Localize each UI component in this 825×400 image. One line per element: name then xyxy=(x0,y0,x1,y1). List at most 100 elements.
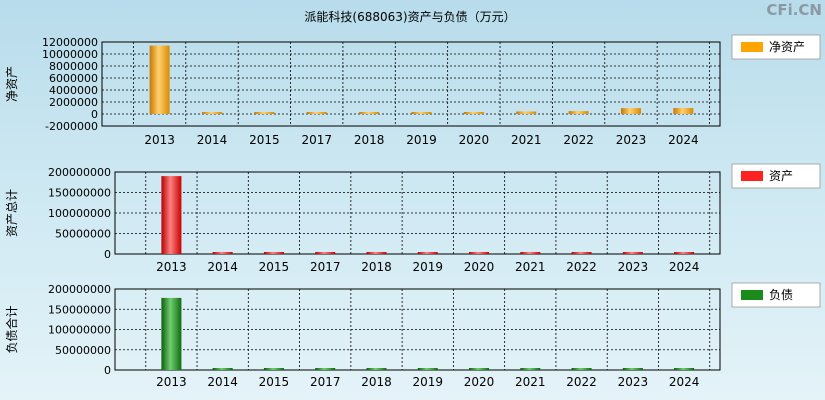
bar-2017 xyxy=(315,368,336,370)
x-tick-label: 2021 xyxy=(511,133,542,147)
bar-2018 xyxy=(366,252,387,254)
y-tick-label: 200000000 xyxy=(48,283,111,296)
chart-panel-3: 200000000 150000000 100000000 50000000 0 2013… xyxy=(4,282,821,389)
y-tick-label: 2000000 xyxy=(49,96,98,109)
bar-2019 xyxy=(417,252,438,254)
x-tick-label: 2018 xyxy=(361,375,392,389)
y-tick-label: 200000000 xyxy=(48,166,111,179)
legend-swatch xyxy=(741,42,763,52)
x-tick-label: 2013 xyxy=(156,375,187,389)
bar-2014 xyxy=(201,112,222,114)
y-axis-label: 净资产 xyxy=(5,66,19,102)
bar-2013 xyxy=(161,297,182,370)
x-tick-label: 2020 xyxy=(464,375,495,389)
bar-2024 xyxy=(673,108,694,114)
chart-panel-2: 200000000 150000000 100000000 50000000 0 2013… xyxy=(5,163,821,274)
bar-2022 xyxy=(571,368,592,370)
x-tick-label: 2019 xyxy=(406,133,437,147)
bar-2021 xyxy=(520,252,541,254)
legend-label: 资产 xyxy=(769,169,793,183)
bar-2017 xyxy=(306,112,327,114)
y-axis-label: 资产总计 xyxy=(5,189,19,237)
x-tick-label: 2020 xyxy=(464,260,495,274)
y-axis-label: 负债合计 xyxy=(4,305,19,353)
y-tick-label: 10000000 xyxy=(42,48,98,61)
x-tick-label: 2021 xyxy=(515,375,546,389)
x-tick-label: 2019 xyxy=(412,260,443,274)
y-tick-label: 150000000 xyxy=(48,187,111,200)
legend-label: 净资产 xyxy=(769,40,805,54)
x-tick-label: 2014 xyxy=(207,375,238,389)
x-tick-label: 2018 xyxy=(361,260,392,274)
chart-panel-1: 1200000010000000800000060000004000000200… xyxy=(5,34,821,147)
x-tick-label: 2022 xyxy=(566,375,597,389)
x-tick-label: 2020 xyxy=(459,133,490,147)
bar-2014 xyxy=(212,252,233,254)
legend: 负债 xyxy=(731,282,821,308)
x-tick-label: 2018 xyxy=(354,133,385,147)
bar-2020 xyxy=(469,252,490,254)
legend: 资产 xyxy=(731,163,821,189)
bar-2020 xyxy=(469,368,490,370)
y-tick-label: 50000000 xyxy=(55,228,111,241)
x-tick-label: 2015 xyxy=(259,375,290,389)
bar-2023 xyxy=(622,252,643,254)
x-tick-label: 2019 xyxy=(412,375,443,389)
plot-frame xyxy=(101,41,721,127)
bar-2015 xyxy=(263,252,284,254)
x-tick-label: 2023 xyxy=(618,375,649,389)
x-tick-label: 2017 xyxy=(310,260,341,274)
y-tick-label: 0 xyxy=(104,364,111,377)
bar-2015 xyxy=(254,112,275,114)
y-tick-label: -2000000 xyxy=(45,120,98,133)
legend-label: 负债 xyxy=(769,288,793,302)
x-tick-label: 2024 xyxy=(669,260,700,274)
y-tick-label: 8000000 xyxy=(49,60,98,73)
bar-2021 xyxy=(516,111,537,114)
plot-frame xyxy=(114,288,721,371)
bar-2019 xyxy=(411,112,432,114)
bar-2023 xyxy=(620,108,641,114)
x-tick-label: 2022 xyxy=(566,260,597,274)
x-tick-label: 2022 xyxy=(563,133,594,147)
y-tick-label: 100000000 xyxy=(48,324,111,337)
x-tick-label: 2013 xyxy=(156,260,187,274)
bar-2024 xyxy=(674,368,695,370)
x-tick-label: 2024 xyxy=(669,375,700,389)
bar-2018 xyxy=(366,368,387,370)
y-tick-label: 0 xyxy=(104,248,111,261)
x-tick-label: 2023 xyxy=(616,133,647,147)
x-tick-label: 2015 xyxy=(259,260,290,274)
bar-2018 xyxy=(359,112,380,114)
y-tick-label: 12000000 xyxy=(42,36,98,49)
watermark: CFi.CN xyxy=(766,1,822,19)
bar-2022 xyxy=(571,252,592,254)
bar-2022 xyxy=(568,111,589,114)
bar-2013 xyxy=(161,176,182,254)
x-tick-label: 2014 xyxy=(207,260,238,274)
y-tick-label: 50000000 xyxy=(55,344,111,357)
x-tick-label: 2013 xyxy=(144,133,175,147)
legend-swatch xyxy=(741,171,763,181)
bar-2019 xyxy=(417,368,438,370)
bar-2014 xyxy=(212,368,233,370)
x-tick-label: 2017 xyxy=(301,133,332,147)
chart-title: 派能科技(688063)资产与负债（万元） xyxy=(304,10,515,24)
bar-2013 xyxy=(149,45,170,114)
y-tick-label: 6000000 xyxy=(49,72,98,85)
legend: 净资产 xyxy=(731,34,821,60)
x-tick-label: 2017 xyxy=(310,375,341,389)
x-tick-label: 2015 xyxy=(249,133,280,147)
y-tick-label: 0 xyxy=(91,108,98,121)
x-tick-label: 2024 xyxy=(668,133,699,147)
bar-2020 xyxy=(463,112,484,114)
y-tick-label: 4000000 xyxy=(49,84,98,97)
bar-2024 xyxy=(674,252,695,254)
y-tick-label: 150000000 xyxy=(48,303,111,316)
x-tick-label: 2014 xyxy=(197,133,228,147)
legend-swatch xyxy=(741,290,763,300)
x-tick-label: 2021 xyxy=(515,260,546,274)
bar-2015 xyxy=(263,368,284,370)
bar-2021 xyxy=(520,368,541,370)
